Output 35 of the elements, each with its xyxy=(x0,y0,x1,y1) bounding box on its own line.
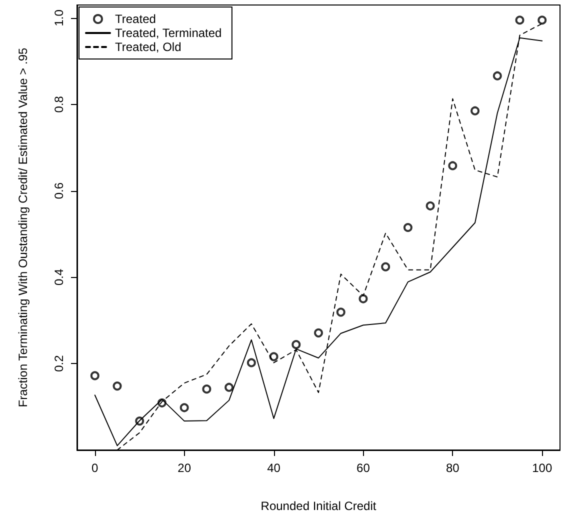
point xyxy=(381,262,390,272)
point xyxy=(538,16,547,25)
x-axis-title: Rounded Initial Credit xyxy=(260,499,377,513)
x-tick-label: 80 xyxy=(446,461,460,475)
x-tick-label: 60 xyxy=(356,461,370,475)
point xyxy=(358,294,368,304)
point xyxy=(336,308,346,317)
y-tick-label: 0.2 xyxy=(52,354,66,372)
point xyxy=(180,403,189,412)
point xyxy=(112,382,122,391)
point xyxy=(426,201,435,210)
y-tick-label: 0.4 xyxy=(52,268,66,286)
legend-label: Treated, Terminated xyxy=(115,26,222,40)
y-tick-label: 0.6 xyxy=(52,182,66,200)
point xyxy=(90,371,100,380)
y-axis-title: Fraction Terminating With Oustanding Credit/ Estimated Value > .95 xyxy=(16,47,30,408)
point xyxy=(246,358,256,368)
x-tick-label: 100 xyxy=(532,461,552,475)
x-tick-label: 20 xyxy=(178,461,192,475)
point xyxy=(492,71,502,80)
point xyxy=(403,223,412,232)
legend-label: Treated, Old xyxy=(115,40,182,54)
point xyxy=(224,382,234,392)
point xyxy=(202,384,212,394)
y-tick-label: 1.0 xyxy=(52,9,66,26)
point xyxy=(269,352,278,362)
legend-label: Treated xyxy=(115,12,156,26)
point xyxy=(470,106,480,116)
point xyxy=(448,161,458,170)
x-tick-label: 40 xyxy=(267,461,281,475)
point xyxy=(515,16,524,25)
y-tick-label: 0.8 xyxy=(52,96,66,113)
point xyxy=(292,340,301,350)
x-tick-label: 0 xyxy=(92,461,99,475)
point xyxy=(314,328,323,338)
